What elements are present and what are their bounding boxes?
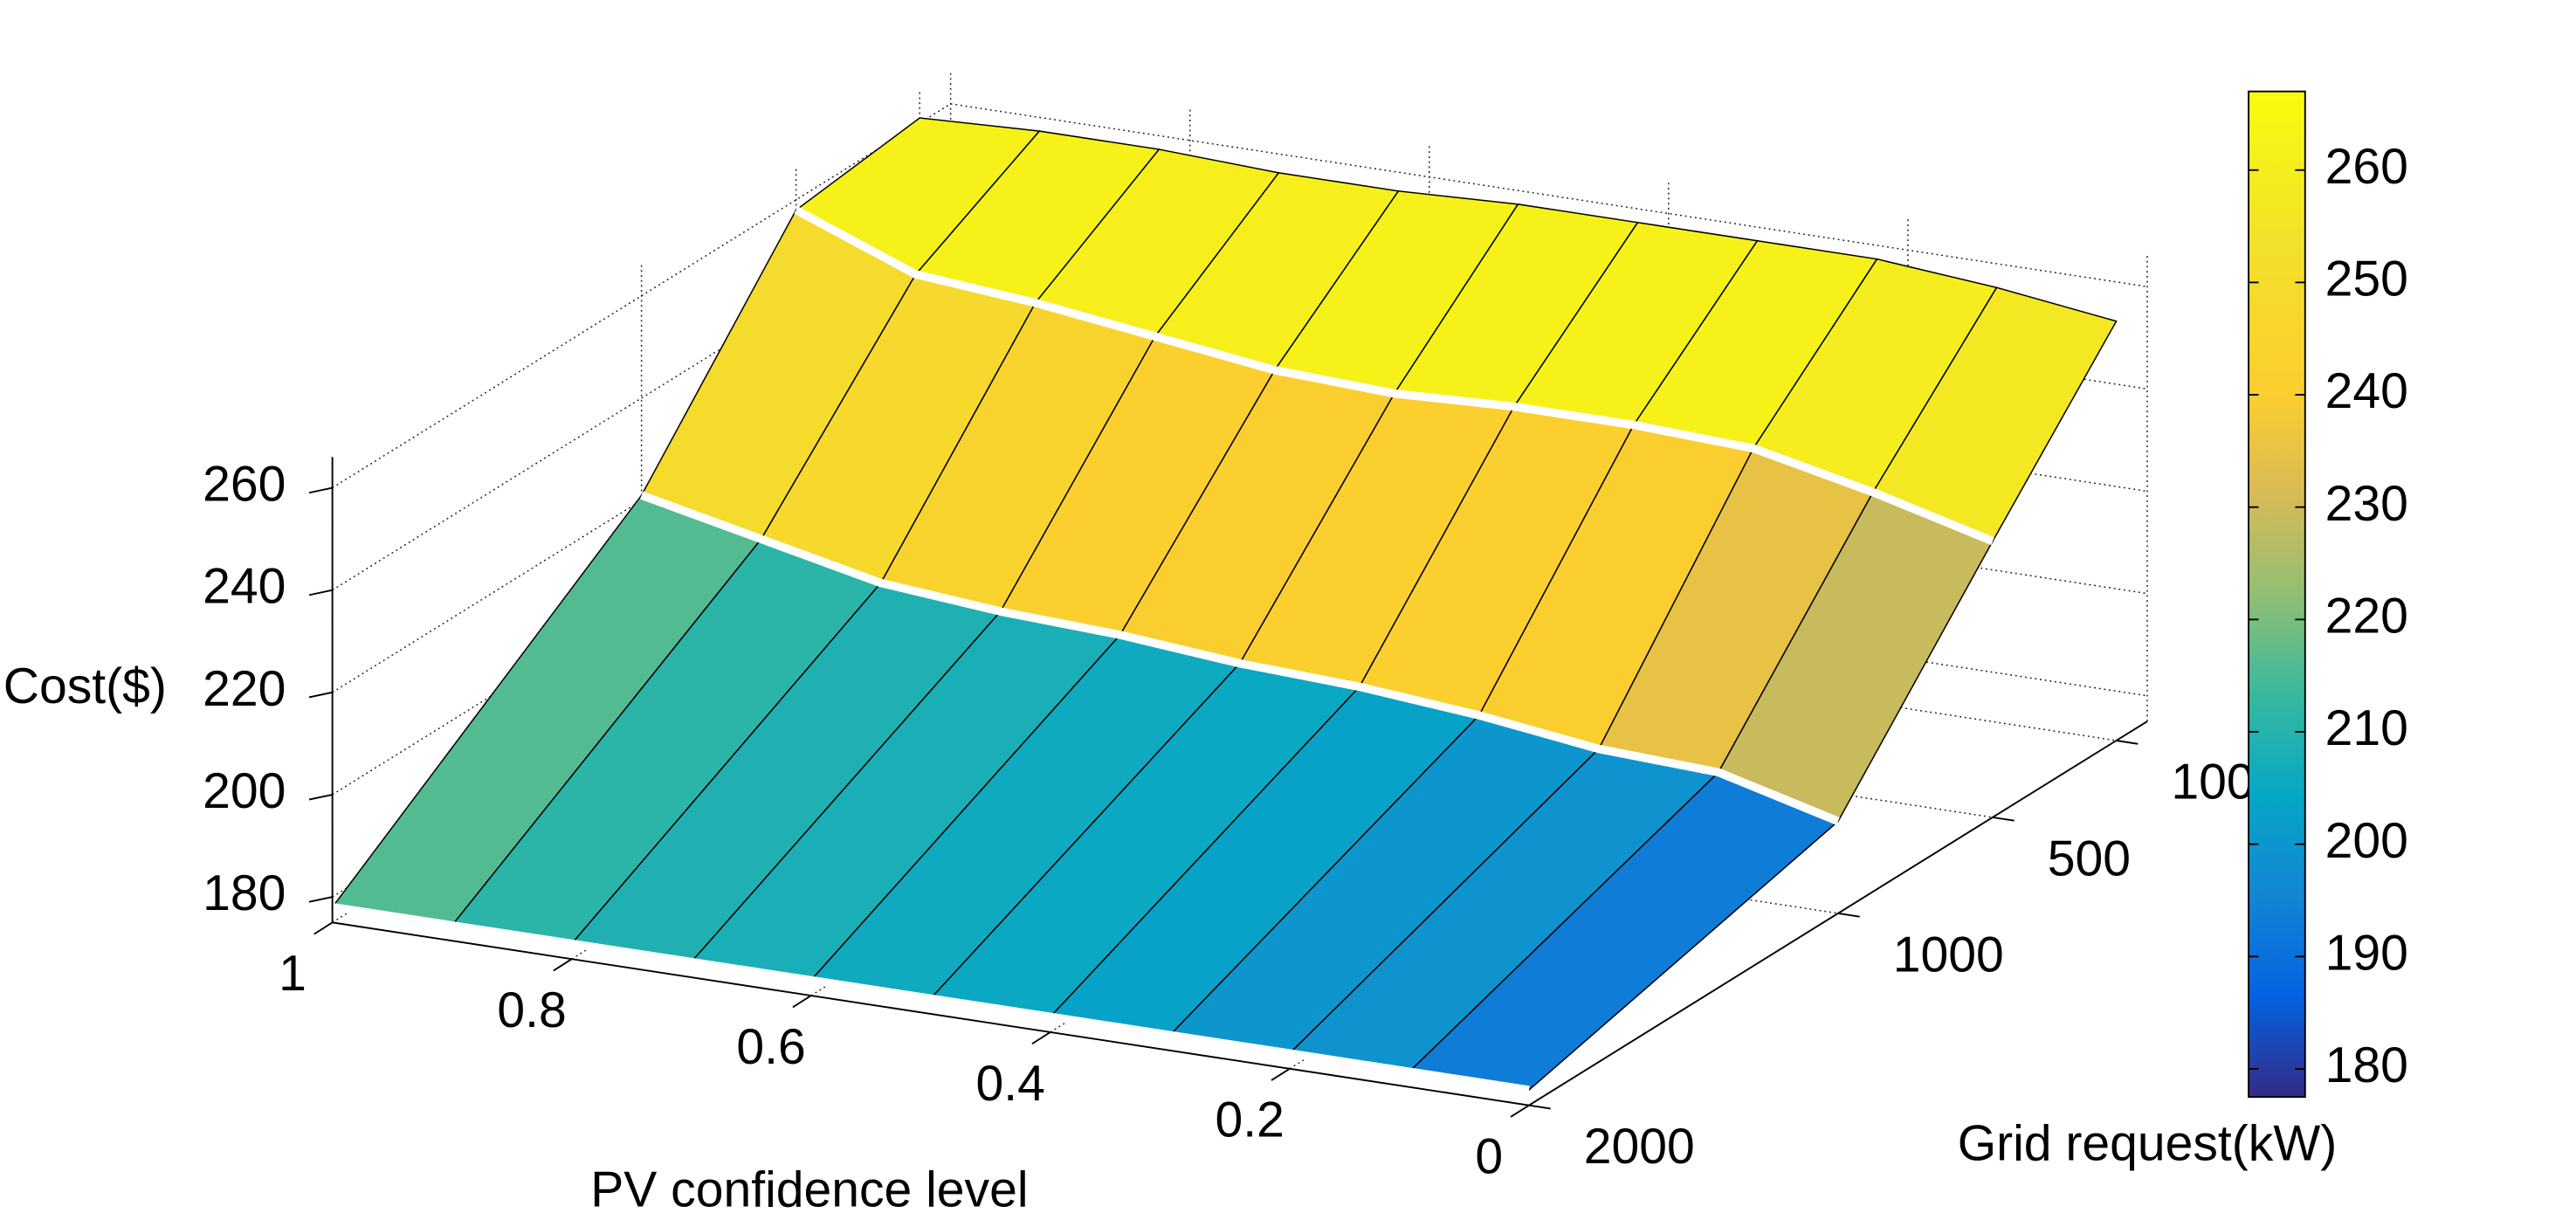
z-axis-title: Cost($) [3,658,167,714]
x-tick-label: 0.4 [975,1056,1044,1112]
y-tick [1528,1104,1551,1110]
x-tick [553,958,573,972]
colorbar-tick-label: 230 [2325,476,2408,532]
z-tick-label: 260 [203,457,286,513]
colorbar-tick-label: 210 [2325,700,2408,756]
grid-line [950,512,2148,697]
y-tick-label: 500 [2048,831,2131,886]
x-tick-label: 1 [279,946,307,1002]
x-tick [792,995,812,1009]
row-edge [794,206,1994,546]
x-tick [1271,1067,1291,1081]
x-tick-label: 0.6 [736,1019,805,1075]
y-tick-label: 1000 [1893,927,2004,982]
grid-line [332,307,952,693]
y-tick [1992,816,2015,822]
x-tick-label: 0 [1475,1129,1503,1185]
colorbar-tick-label: 240 [2325,363,2408,419]
z-tick-label: 180 [203,865,286,921]
y-tick [2116,740,2139,745]
surface-layer [331,117,2118,1094]
colorbar-tick-label: 250 [2325,251,2408,307]
axis-layer: 180 200 220 240 260 0 0.2 0.4 0.6 0.8 1 100 500 1000 2… [203,457,2254,1185]
colorbar-tick-label: 200 [2325,813,2408,869]
grid-line [920,556,2117,741]
x-axis-title: PV confidence level [590,1162,1028,1218]
z-tick [308,486,333,494]
grid-line [332,410,952,796]
y-tick [1837,912,1860,918]
grid-line [950,103,2148,288]
z-tick [308,691,333,699]
grid-line [332,205,952,591]
colorbar-bar [2248,90,2306,1099]
row-edge [331,903,1530,1094]
colorbar-tick-label: 190 [2325,925,2408,981]
x-tick-label: 0.2 [1216,1092,1285,1148]
colorbar: 180 190 200 210 220 230 240 250 260 [2248,90,2408,1099]
x-axis [332,921,1530,1106]
row-edge [640,491,1840,825]
colorbar-tick-label: 260 [2325,139,2408,195]
z-tick [308,896,333,903]
z-tick [308,793,333,801]
y-axis-title: Grid request(kW) [1958,1115,2338,1171]
z-tick-label: 220 [203,661,286,717]
x-tick [1031,1031,1051,1045]
grid-line [332,103,952,489]
x-tick [1510,1104,1530,1118]
x-tick [313,921,334,935]
y-tick-label: 2000 [1584,1119,1695,1175]
colorbar-tick-label: 180 [2325,1037,2408,1093]
z-tick [308,589,333,596]
colorbar-tick-label: 220 [2325,588,2408,644]
x-tick-label: 0.8 [497,982,566,1038]
y-tick-label: 100 [2171,754,2254,810]
z-tick-label: 200 [203,763,286,819]
z-tick-label: 240 [203,559,286,615]
